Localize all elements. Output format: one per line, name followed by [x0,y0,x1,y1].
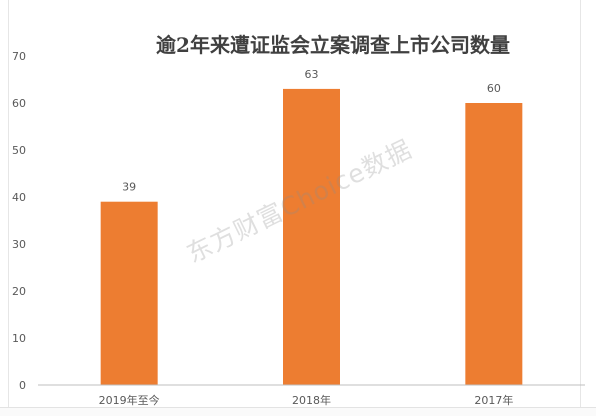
y-tick-label: 20 [12,285,26,298]
bar [283,88,340,386]
y-tick-label: 10 [12,332,26,345]
y-tick-label: 30 [12,238,26,251]
sheet-gridline [580,0,581,416]
data-label: 63 [305,68,319,81]
bar [100,201,158,385]
sheet-row-edge [0,407,596,416]
x-tick-label: 2018年 [292,393,331,407]
x-tick-label: 2019年至今 [99,393,160,407]
sheet-gridline [8,0,9,416]
y-tick-label: 0 [19,379,26,392]
x-tick-label: 2017年 [474,393,513,407]
y-tick-label: 40 [12,191,26,204]
y-axis: 0 10 20 30 40 50 60 70 [12,50,26,392]
data-label: 60 [487,82,501,95]
bar [465,103,523,385]
data-label: 39 [122,181,136,194]
x-axis: 2019年至今 2018年 2017年 [99,393,514,407]
chart-title: 逾2年来遭证监会立案调查上市公司数量 [156,33,510,57]
y-tick-label: 50 [12,144,26,157]
y-tick-label: 60 [12,97,26,110]
y-tick-label: 70 [12,50,26,63]
plot-area: 39 63 60 [100,68,523,386]
